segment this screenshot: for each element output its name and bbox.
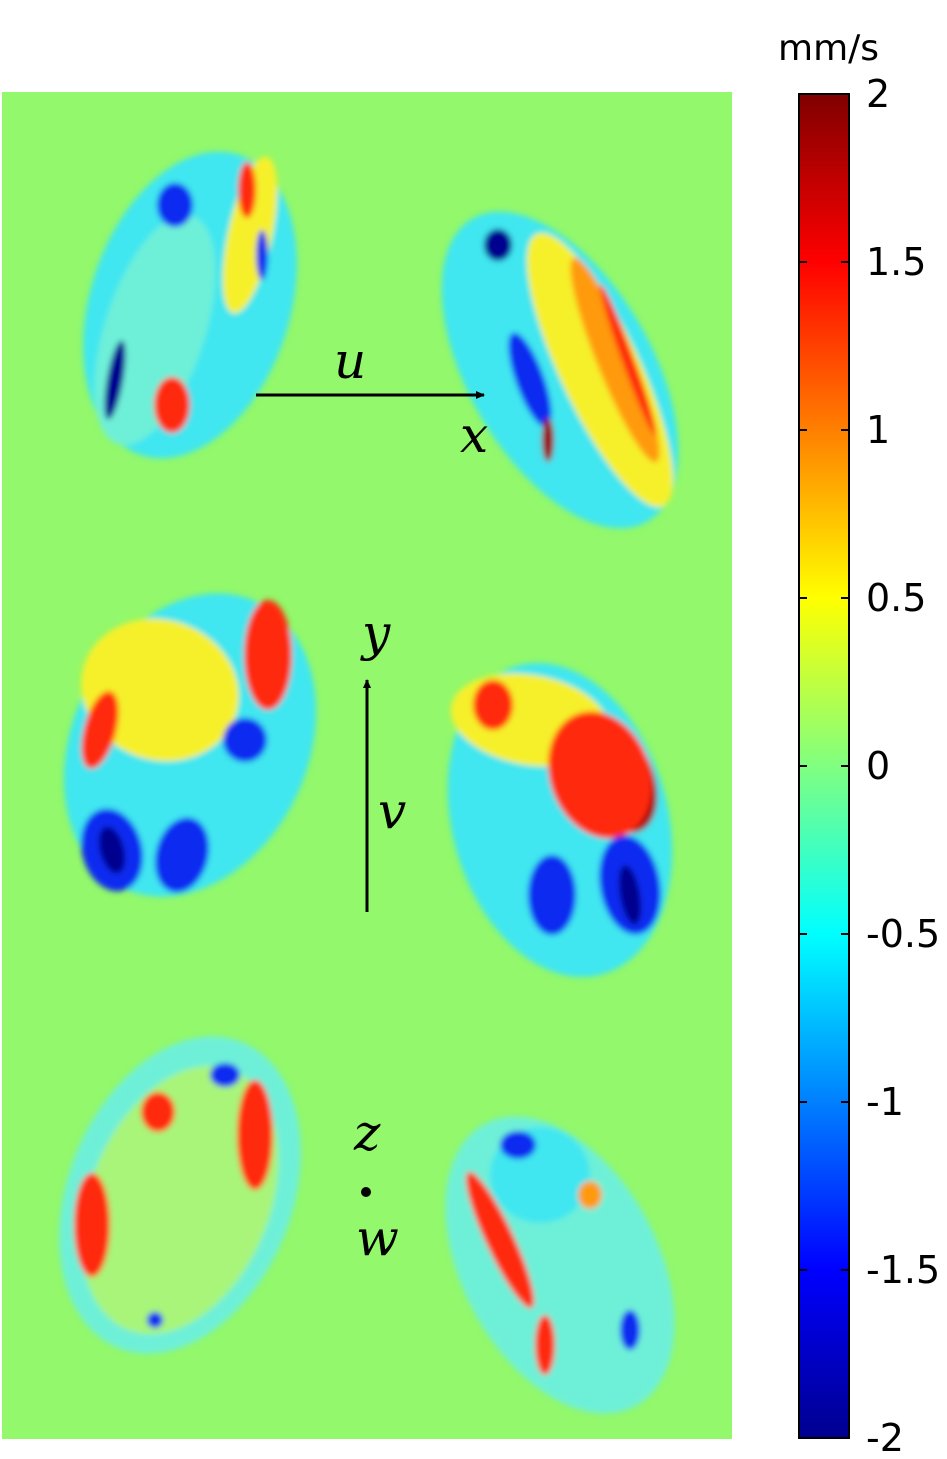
u-left-region	[157, 183, 193, 227]
x-label: x	[460, 406, 488, 464]
w-left-region	[147, 1312, 163, 1328]
w-left-region	[141, 1092, 175, 1132]
v-left-region	[81, 618, 239, 762]
v-left-region	[155, 817, 209, 893]
u-left-region	[238, 162, 256, 218]
colorbar-tick-label: 0	[866, 744, 890, 788]
colorbar-gradient	[798, 93, 850, 1439]
w-left-region	[237, 1080, 273, 1190]
u-right-region	[508, 332, 552, 428]
colorbar-tick-label: 1.5	[866, 240, 926, 284]
v-right-region	[473, 680, 513, 730]
u-left-region	[104, 340, 126, 420]
u-left-region	[222, 156, 278, 314]
w-right-region	[578, 1181, 602, 1209]
z-out-of-plane-dot	[361, 1187, 371, 1197]
y-label: y	[360, 604, 391, 662]
v-label: v	[378, 782, 406, 840]
w-left-region	[81, 1065, 279, 1335]
u-right-region	[484, 229, 512, 261]
v-left-region	[98, 826, 126, 874]
v-left-region	[223, 718, 267, 762]
colorbar: mm/s 2 1.5 1 0.5 0 -0.5 -1 -1.5 -2	[778, 28, 940, 1459]
w-left-region	[210, 1063, 240, 1087]
colorbar-tick-label: 2	[866, 72, 890, 116]
colorbar-tick-label: -1.5	[866, 1248, 940, 1292]
u-left-region	[154, 377, 190, 433]
w-label: w	[356, 1209, 399, 1267]
v-left-region	[81, 691, 119, 769]
z-label: z	[353, 1104, 381, 1162]
w-right-region	[535, 1315, 555, 1375]
v-right-region	[548, 711, 652, 839]
axis-annotations: u x y v z w	[256, 332, 488, 1267]
u-right-region	[570, 257, 660, 463]
v-left-region	[244, 600, 292, 710]
colorbar-tick-label: -0.5	[866, 912, 940, 956]
colorbar-unit: mm/s	[778, 28, 879, 69]
u-left-region	[256, 230, 268, 280]
w-right-region	[620, 1310, 640, 1350]
v-right-region	[618, 865, 642, 925]
u-right-region	[542, 418, 554, 462]
w-left-region	[74, 1173, 110, 1277]
colorbar-tick-label: 1	[866, 408, 890, 452]
u-right-region	[600, 284, 656, 436]
colorbar-tick-label: 0.5	[866, 576, 926, 620]
w-right-region	[500, 1131, 536, 1159]
colorbar-tick-label: -2	[866, 1416, 904, 1459]
w-right-region	[465, 1171, 535, 1309]
u-label: u	[334, 332, 366, 390]
colorbar-tick-label: -1	[866, 1080, 904, 1124]
u-left-region	[94, 214, 216, 446]
velocity-blobs	[59, 151, 679, 1414]
colorbar-ticks: 2 1.5 1 0.5 0 -0.5 -1 -1.5 -2	[799, 72, 940, 1459]
v-right-region	[528, 855, 576, 935]
